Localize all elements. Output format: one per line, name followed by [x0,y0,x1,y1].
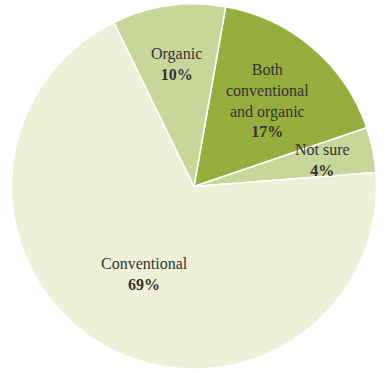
svg-text:Not sure4%: Not sure4% [295,141,350,179]
svg-text:Conventional69%: Conventional69% [101,255,188,293]
svg-text:Organic10%: Organic10% [151,45,202,83]
svg-text:Bothconventionaland organic17%: Bothconventionaland organic17% [226,61,309,140]
